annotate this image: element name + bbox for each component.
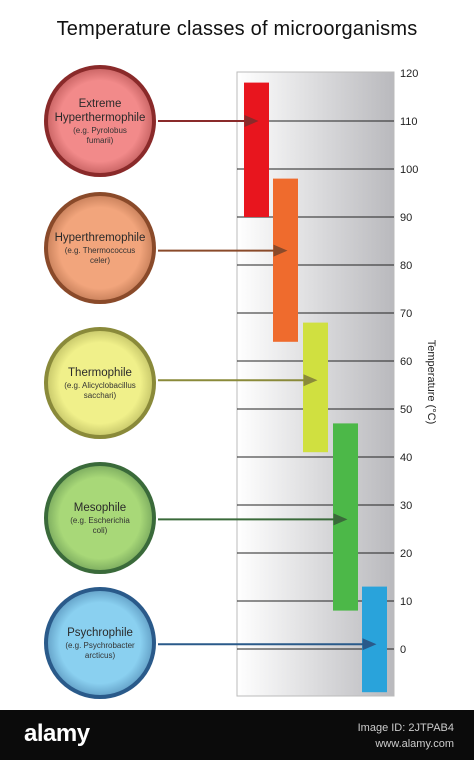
range-bar-0 [244, 82, 269, 217]
class-example-4: (e.g. Psychrobacter arcticus) [65, 640, 135, 660]
tick-label-40: 40 [400, 452, 412, 464]
range-bar-1 [273, 178, 298, 342]
class-circle-3: Mesophile (e.g. Escherichia coli) [44, 462, 156, 574]
class-circle-4: Psychrophile (e.g. Psychrobacter arcticus… [44, 587, 156, 699]
arrow-head-3 [333, 513, 348, 526]
arrow-head-0 [244, 115, 259, 127]
class-circle-2: Thermophile (e.g. Alicyclobacillus saccha… [44, 327, 156, 439]
class-example-3: (e.g. Escherichia coli) [70, 515, 130, 535]
tick-label-70: 70 [400, 308, 412, 320]
site-url: www.alamy.com [375, 738, 454, 750]
tick-label-50: 50 [400, 404, 412, 416]
class-example-2: (e.g. Alicyclobacillus sacchari) [64, 380, 136, 400]
class-circle-1: Hyperthremophile (e.g. Thermococcus celer… [44, 192, 156, 304]
class-name-2: Thermophile [68, 366, 132, 379]
tick-label-90: 90 [400, 212, 412, 224]
class-name-0: Extreme Hyperthermophile [54, 97, 146, 124]
class-example-1: (e.g. Thermococcus celer) [64, 245, 136, 265]
arrow-head-1 [273, 244, 288, 257]
tick-label-0: 0 [400, 644, 406, 656]
arrow-head-2 [303, 374, 318, 387]
image-id: Image ID: 2JTPAB4 [357, 722, 454, 734]
alamy-logo: alamy [24, 720, 90, 747]
footer-bar: alamy Image ID: 2JTPAB4 www.alamy.com [0, 710, 474, 760]
class-name-4: Psychrophile [67, 626, 133, 639]
class-circle-0: Extreme Hyperthermophile (e.g. Pyrolobus … [44, 65, 156, 177]
tick-label-80: 80 [400, 260, 412, 272]
class-example-0: (e.g. Pyrolobus fumarii) [73, 125, 127, 145]
tick-label-120: 120 [400, 68, 418, 80]
tick-label-60: 60 [400, 356, 412, 368]
tick-label-10: 10 [400, 596, 412, 608]
tick-label-100: 100 [400, 164, 418, 176]
diagram-title: Temperature classes of microorganisms [56, 18, 418, 40]
range-bar-4 [362, 586, 387, 693]
tick-label-30: 30 [400, 500, 412, 512]
axis-label: Temperature (°C) [425, 340, 437, 424]
tick-label-110: 110 [400, 116, 418, 128]
range-bar-2 [303, 322, 328, 453]
tick-label-20: 20 [400, 548, 412, 560]
class-name-3: Mesophile [73, 501, 127, 514]
arrow-head-4 [362, 638, 377, 651]
class-name-1: Hyperthremophile [54, 231, 146, 244]
